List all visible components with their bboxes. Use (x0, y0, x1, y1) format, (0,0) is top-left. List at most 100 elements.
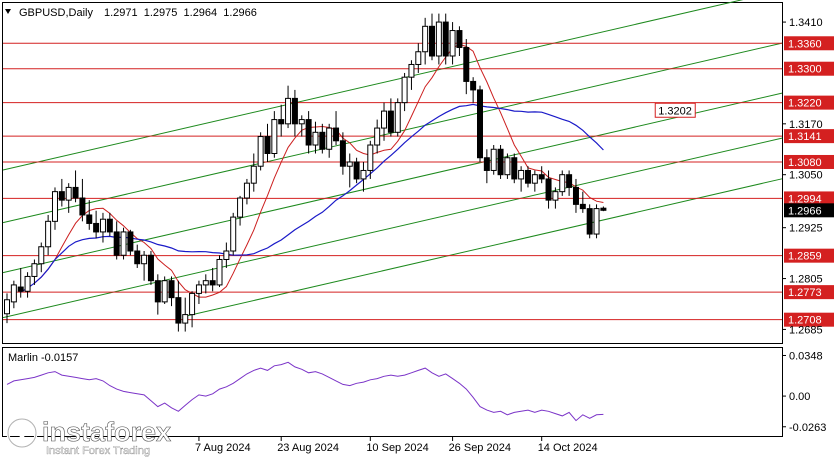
channel-line (2, 137, 783, 319)
candle-body (463, 47, 470, 82)
candle-body (237, 197, 244, 218)
candle-body (189, 292, 196, 316)
ma-fast-line (34, 43, 604, 298)
ohlc-values: 1.2971 1.2975 1.2964 1.2966 (104, 7, 257, 19)
candle-body (360, 169, 367, 180)
candle-body (449, 30, 456, 57)
level-price-label: 1.2994 (788, 193, 822, 205)
candle-body (113, 231, 120, 256)
candle-body (483, 157, 490, 171)
candle-body (134, 250, 141, 265)
collapse-triangle-icon (5, 9, 11, 14)
candle-body (339, 140, 346, 167)
candle-body (490, 148, 497, 171)
trend-channel (2, 0, 783, 319)
level-price-tag (784, 154, 834, 169)
candle-body (524, 169, 531, 184)
level-price-label: 1.3360 (788, 38, 822, 50)
price-tick-label: 1.2925 (789, 223, 823, 235)
candle-body (456, 30, 463, 49)
candle-body (593, 208, 600, 235)
level-price-tag (784, 191, 834, 206)
candle-body (298, 119, 305, 125)
candle-body (38, 246, 45, 265)
candle-body (394, 102, 401, 133)
candle-body (429, 25, 436, 57)
candle-body (51, 191, 58, 222)
price-tick-label: 1.3410 (789, 17, 823, 29)
candle-body (65, 186, 72, 201)
level-price-tag (784, 95, 834, 110)
candle-body (141, 254, 148, 265)
logo-tagline: Instant Forex Trading (46, 445, 150, 457)
candle-body (552, 191, 559, 201)
candle-body (31, 263, 38, 277)
price-tick-label: 1.2685 (789, 324, 823, 336)
candle-body (202, 280, 209, 286)
candle-body (17, 286, 24, 292)
candle-body (10, 284, 17, 303)
candle-body (285, 97, 292, 125)
candle-body (271, 119, 278, 154)
candle-body (559, 174, 566, 193)
candle-body (175, 297, 182, 324)
candle-body (326, 127, 333, 150)
candle-body (161, 280, 168, 303)
level-price-label: 1.2708 (788, 315, 822, 327)
candle-body (346, 161, 353, 167)
horizontal-levels: 1.3360 1.3300 1.3220 1.3141 1.3080 1.2994 1.28… (3, 36, 834, 327)
candle-body (154, 280, 161, 303)
candle-body (106, 218, 113, 233)
candle-body (374, 127, 381, 146)
level-price-label: 1.3141 (788, 131, 822, 143)
price-callout-box (654, 102, 696, 118)
candle-body (531, 174, 538, 184)
price-tick-label: 1.3050 (789, 170, 823, 182)
instaforex-logo: instaforex Instant Forex Trading (6, 417, 171, 457)
price-callout-label: 1.3202 (658, 105, 692, 117)
candle-body (209, 280, 216, 286)
candle-body (305, 119, 312, 146)
candle-body (422, 25, 429, 53)
candle-body (545, 178, 552, 201)
candle-body (538, 174, 545, 180)
candle-body (312, 131, 319, 146)
osc-tick-label: 0.0348 (789, 350, 823, 362)
candle-body (435, 21, 442, 57)
channel-line (2, 42, 783, 224)
candle-body (566, 174, 573, 188)
candle-body (504, 157, 511, 176)
candle-body (353, 161, 360, 180)
candle-body (243, 182, 250, 199)
price-pane (2, 2, 783, 344)
oscillator-label: Marlin -0.0157 (8, 352, 78, 364)
time-axis: 7 Aug 2024 23 Aug 2024 10 Sep 2024 26 Sep 2… (195, 437, 598, 454)
level-price-tag (784, 285, 834, 300)
osc-tick-label: -0.0263 (789, 422, 826, 434)
candle-body (291, 97, 298, 125)
candle-body (257, 136, 264, 167)
candle-body (230, 216, 237, 252)
marlin-line (6, 361, 604, 422)
candle-body (600, 207, 607, 211)
candle-body (127, 231, 134, 252)
channel-line (185, 178, 783, 317)
marlin-oscillator: 0.0348 0.00 -0.0263 (6, 350, 826, 434)
candle-body (195, 284, 202, 294)
candle-body (24, 275, 31, 292)
candle-body (497, 148, 504, 176)
price-tick-label: 1.2805 (789, 274, 823, 286)
candle-body (579, 203, 586, 210)
candle-body (572, 186, 579, 205)
candle-body (79, 197, 86, 216)
price-tick-label: 1.3170 (789, 119, 823, 131)
candle-body (45, 220, 52, 248)
candle-body (147, 254, 154, 282)
level-price-tag (784, 312, 834, 327)
candlesticks (4, 13, 607, 332)
candle-body (216, 258, 223, 286)
level-price-label: 1.3220 (788, 98, 822, 110)
candle-body (250, 165, 257, 184)
candle-body (367, 144, 374, 171)
